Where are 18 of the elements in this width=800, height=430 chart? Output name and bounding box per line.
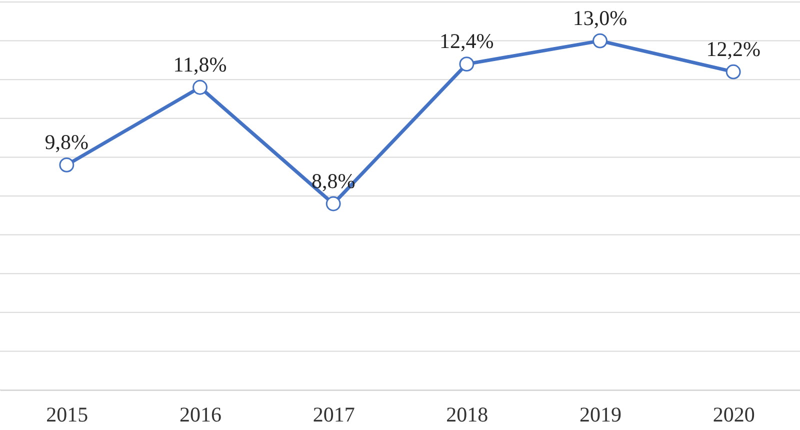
data-label: 9,8% xyxy=(44,130,89,154)
x-tick-label: 2015 xyxy=(46,402,88,426)
x-tick-label: 2020 xyxy=(712,402,755,426)
x-tick-label: 2016 xyxy=(180,402,222,426)
point xyxy=(326,196,341,212)
data-label: 13,0% xyxy=(572,6,628,30)
x-tick-label: 2018 xyxy=(446,402,488,426)
data-label: 12,2% xyxy=(706,36,760,61)
x-tick-label: 2017 xyxy=(312,402,355,426)
x-tick-label: 2019 xyxy=(580,402,622,426)
data-label: 12,4% xyxy=(440,29,494,54)
point xyxy=(192,80,208,95)
point xyxy=(59,158,74,172)
point xyxy=(459,56,474,72)
point xyxy=(726,64,741,80)
data-label: 11,8% xyxy=(173,52,227,76)
point xyxy=(592,33,608,48)
data-label: 8,8% xyxy=(311,168,356,193)
